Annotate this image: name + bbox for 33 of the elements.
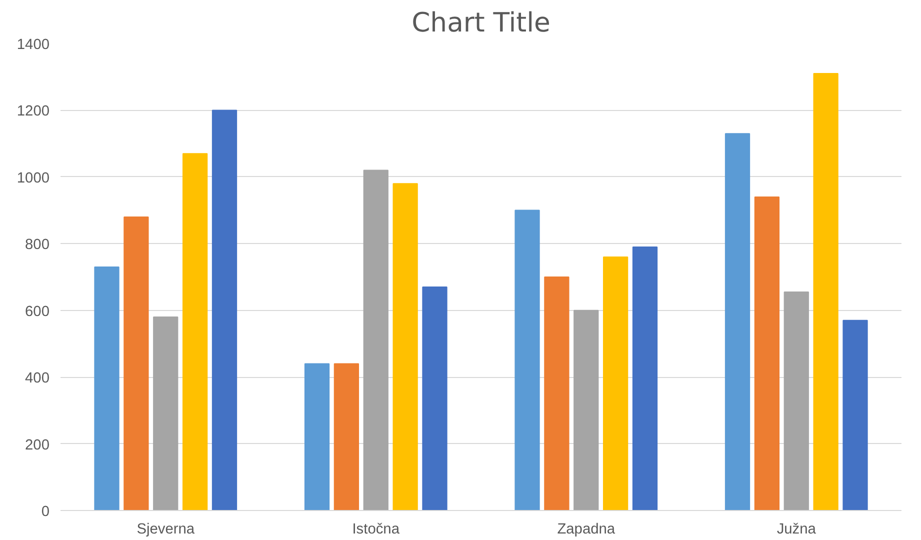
y-tick-label: 600	[25, 304, 50, 320]
x-tick-label: Zapadna	[557, 522, 616, 538]
bar	[304, 363, 330, 510]
bar	[813, 73, 838, 510]
bar	[392, 183, 418, 510]
bar	[514, 210, 540, 510]
bar	[124, 216, 149, 510]
y-tick-label: 0	[41, 504, 50, 520]
bar	[544, 276, 570, 510]
bar	[363, 170, 388, 510]
bar	[182, 153, 208, 510]
bar	[153, 316, 178, 510]
bar	[724, 133, 750, 510]
chart-title: Chart Title	[412, 8, 550, 38]
bar	[212, 110, 238, 510]
x-tick-label: Sjeverna	[136, 522, 196, 538]
bar	[94, 266, 120, 510]
y-tick-label: 200	[25, 437, 50, 454]
y-tick-label: 1000	[16, 170, 50, 186]
x-tick-label: Južna	[776, 522, 817, 538]
y-tick-label: 800	[25, 237, 50, 254]
bar	[754, 196, 780, 510]
y-tick-label: 1400	[16, 37, 50, 53]
bar	[602, 256, 628, 510]
y-tick-label: 400	[25, 370, 50, 387]
bar	[784, 292, 809, 510]
x-tick-label: Istočna	[352, 522, 400, 538]
bar	[422, 286, 448, 510]
bar	[334, 363, 360, 510]
bar	[842, 320, 868, 510]
y-tick-label: 1200	[16, 104, 50, 120]
bar	[574, 310, 599, 510]
bar	[632, 246, 658, 510]
